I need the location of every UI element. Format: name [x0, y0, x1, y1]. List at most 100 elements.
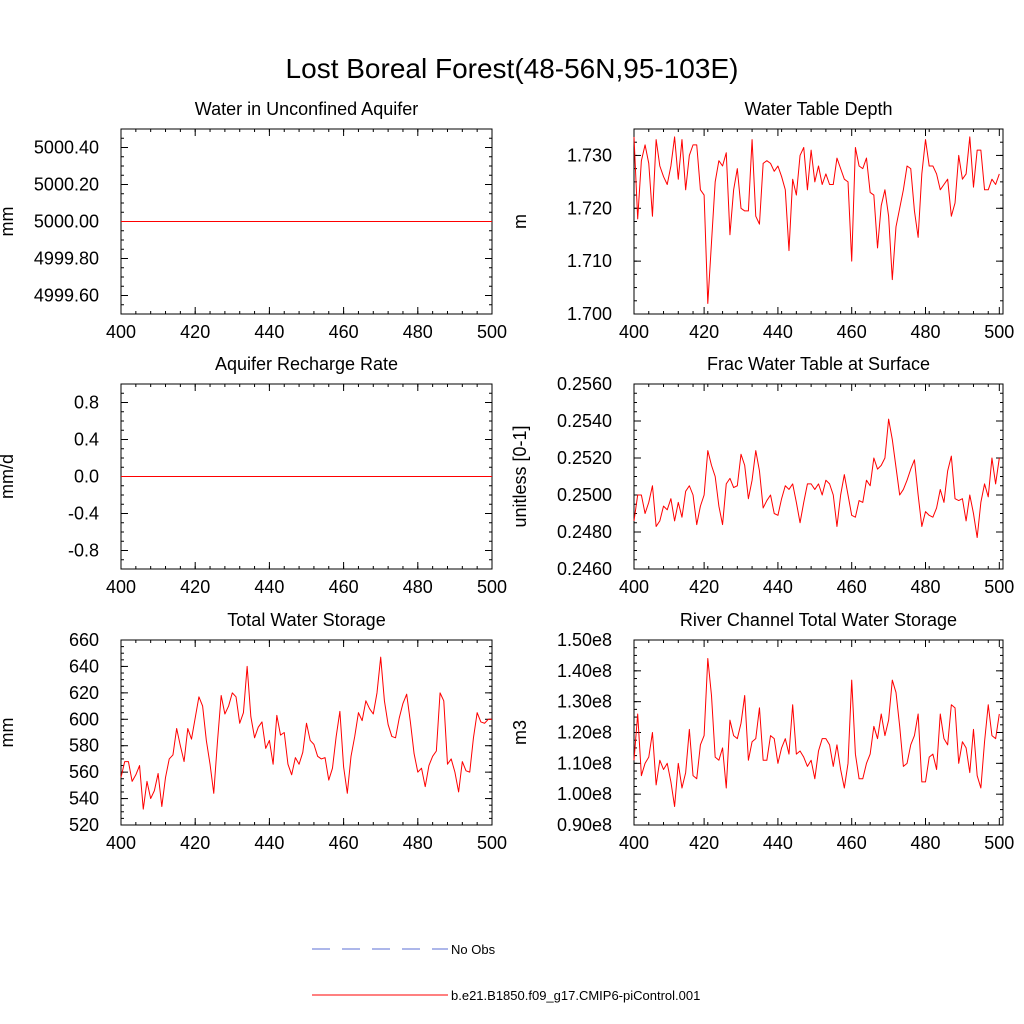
y-tick-label: 640: [69, 656, 99, 676]
plot-frame: [120, 639, 493, 826]
x-tick-label: 420: [180, 833, 210, 853]
chart-panel-3: Aquifer Recharge Rate mm/d 400 420 440 460 480…: [0, 354, 507, 597]
y-axis-label: unitless [0-1]: [510, 425, 530, 527]
x-tick-label: 420: [689, 577, 719, 597]
panel-title: Water in Unconfined Aquifer: [195, 99, 418, 119]
x-tick-label: 400: [619, 322, 649, 342]
y-tick-label: 1.720: [567, 198, 612, 218]
y-tick-label: 580: [69, 736, 99, 756]
x-tick-label: 460: [837, 833, 867, 853]
y-tick-label: 1.10e8: [557, 753, 612, 773]
x-tick-label: 420: [180, 577, 210, 597]
x-tick-label: 400: [106, 833, 136, 853]
y-tick-label: 560: [69, 762, 99, 782]
y-tick-label: 0.2540: [557, 411, 612, 431]
series-line: [120, 656, 492, 810]
y-tick-label: 660: [69, 630, 99, 650]
series-line: [633, 418, 1000, 539]
x-tick-label: 440: [763, 322, 793, 342]
y-tick-label: 5000.40: [34, 138, 99, 158]
y-tick-label: 620: [69, 683, 99, 703]
series-line: [633, 136, 1000, 304]
legend: No Obs b.e21.B1850.f09_g17.CMIP6-piContr…: [312, 942, 700, 1003]
x-tick-label: 500: [984, 833, 1014, 853]
y-tick-label: 1.710: [567, 251, 612, 271]
chart-panel-6: River Channel Total Water Storage m3 400 42…: [510, 610, 1014, 853]
x-tick-label: 440: [254, 577, 284, 597]
y-axis-label: m3: [510, 720, 530, 745]
y-tick-label: 0.2500: [557, 485, 612, 505]
x-tick-label: 500: [477, 322, 507, 342]
x-tick-label: 440: [254, 833, 284, 853]
y-tick-label: -0.4: [68, 504, 99, 524]
x-tick-label: 500: [984, 577, 1014, 597]
y-tick-label: 0.2460: [557, 559, 612, 579]
chart-panel-4: Frac Water Table at Surface unitless [0-1…: [510, 354, 1014, 597]
x-tick-label: 480: [403, 833, 433, 853]
y-tick-label: 1.30e8: [557, 692, 612, 712]
y-tick-label: 0.0: [74, 467, 99, 487]
y-tick-label: -0.8: [68, 541, 99, 561]
x-tick-label: 480: [403, 577, 433, 597]
plot-frame: [633, 383, 1004, 570]
x-tick-label: 460: [329, 833, 359, 853]
x-tick-label: 480: [910, 577, 940, 597]
y-tick-label: 0.4: [74, 430, 99, 450]
x-tick-label: 500: [477, 577, 507, 597]
y-tick-label: 0.2560: [557, 374, 612, 394]
panel-title: Total Water Storage: [227, 610, 385, 630]
chart-panel-1: Water in Unconfined Aquifer mm 400 420 440 46…: [0, 99, 507, 342]
x-tick-label: 400: [106, 322, 136, 342]
panel-title: Frac Water Table at Surface: [707, 354, 930, 374]
x-tick-label: 420: [180, 322, 210, 342]
x-tick-label: 440: [254, 322, 284, 342]
x-tick-label: 480: [910, 833, 940, 853]
x-tick-label: 420: [689, 322, 719, 342]
x-tick-label: 480: [910, 322, 940, 342]
x-tick-label: 400: [106, 577, 136, 597]
y-tick-label: 600: [69, 709, 99, 729]
y-tick-label: 0.8: [74, 393, 99, 413]
y-tick-label: 540: [69, 789, 99, 809]
y-tick-label: 1.730: [567, 145, 612, 165]
y-axis-label: mm/d: [0, 454, 17, 499]
y-tick-label: 5000.20: [34, 175, 99, 195]
x-tick-label: 440: [763, 577, 793, 597]
y-tick-label: 1.20e8: [557, 723, 612, 743]
x-tick-label: 400: [619, 577, 649, 597]
y-tick-label: 1.00e8: [557, 784, 612, 804]
y-tick-label: 5000.00: [34, 212, 99, 232]
y-tick-label: 0.2480: [557, 522, 612, 542]
y-tick-label: 4999.60: [34, 286, 99, 306]
x-tick-label: 460: [329, 322, 359, 342]
x-tick-label: 480: [403, 322, 433, 342]
x-tick-label: 420: [689, 833, 719, 853]
series-line: [633, 658, 1000, 807]
panel-title: Aquifer Recharge Rate: [215, 354, 398, 374]
x-tick-label: 460: [837, 577, 867, 597]
panel-title: River Channel Total Water Storage: [680, 610, 957, 630]
y-tick-label: 1.40e8: [557, 661, 612, 681]
x-tick-label: 500: [477, 833, 507, 853]
chart-panel-5: Total Water Storage mm 400 420 440 460 480 500 5…: [0, 610, 507, 853]
panel-grid: Water in Unconfined Aquifer mm 400 420 440 46…: [0, 99, 1014, 853]
y-axis-label: m: [510, 214, 530, 229]
y-tick-label: 0.90e8: [557, 815, 612, 835]
chart-panel-2: Water Table Depth m 400 420 440 460 480 500 1.70…: [510, 99, 1014, 342]
x-tick-label: 460: [329, 577, 359, 597]
x-tick-label: 460: [837, 322, 867, 342]
y-tick-label: 1.50e8: [557, 630, 612, 650]
legend-model-label: b.e21.B1850.f09_g17.CMIP6-piControl.001: [451, 988, 700, 1003]
y-axis-label: mm: [0, 207, 17, 237]
y-tick-label: 1.700: [567, 304, 612, 324]
x-tick-label: 400: [619, 833, 649, 853]
panel-title: Water Table Depth: [744, 99, 892, 119]
x-tick-label: 440: [763, 833, 793, 853]
y-tick-label: 4999.80: [34, 249, 99, 269]
y-axis-label: mm: [0, 718, 17, 748]
y-tick-label: 0.2520: [557, 448, 612, 468]
x-tick-label: 500: [984, 322, 1014, 342]
page-title: Lost Boreal Forest(48-56N,95-103E): [286, 53, 739, 84]
y-tick-label: 520: [69, 815, 99, 835]
